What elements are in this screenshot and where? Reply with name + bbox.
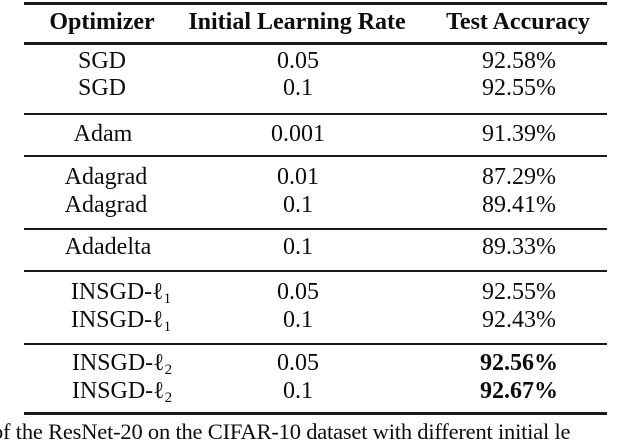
optimizer-cell: Adagrad bbox=[65, 165, 148, 189]
optimizer-cell: INSGD-ℓ2 bbox=[71, 378, 173, 406]
optimizer-name: Adagrad bbox=[64, 164, 148, 190]
test-accuracy-cell: 92.67% bbox=[480, 378, 558, 404]
optimizer-cell: INSGD-ℓ1 bbox=[70, 279, 172, 307]
learning-rate-cell: 0.05 bbox=[277, 350, 319, 376]
optimizer-subscript: 1 bbox=[163, 319, 172, 335]
table-rule bbox=[24, 343, 607, 345]
optimizer-subscript: 1 bbox=[163, 291, 172, 307]
optimizer-subscript: 2 bbox=[164, 390, 173, 406]
optimizer-name: INSGD-ℓ bbox=[70, 279, 164, 305]
learning-rate-cell: 0.1 bbox=[283, 75, 313, 101]
test-accuracy-cell: 89.41% bbox=[482, 192, 556, 218]
table-rule bbox=[24, 155, 607, 157]
column-header-initial-learning-rate: Initial Learning Rate bbox=[188, 9, 406, 35]
test-accuracy-cell: 89.33% bbox=[482, 234, 556, 260]
optimizer-name: INSGD-ℓ bbox=[71, 378, 165, 404]
learning-rate-cell: 0.05 bbox=[277, 48, 319, 74]
learning-rate-cell: 0.1 bbox=[283, 234, 313, 260]
learning-rate-cell: 0.1 bbox=[283, 307, 313, 333]
learning-rate-cell: 0.1 bbox=[283, 192, 313, 218]
table-rule bbox=[24, 42, 607, 45]
table-rule bbox=[24, 228, 607, 230]
learning-rate-cell: 0.05 bbox=[277, 279, 319, 305]
test-accuracy-cell: 92.58% bbox=[482, 48, 556, 74]
table-rule bbox=[24, 2, 607, 5]
optimizer-cell: SGD bbox=[78, 76, 126, 100]
learning-rate-cell: 0.001 bbox=[271, 121, 325, 147]
table-caption: of the ResNet-20 on the CIFAR-10 dataset… bbox=[0, 419, 571, 444]
optimizer-subscript: 2 bbox=[164, 362, 173, 378]
test-accuracy-cell: 92.43% bbox=[482, 307, 556, 333]
table-rule bbox=[24, 412, 607, 415]
test-accuracy-cell: 87.29% bbox=[482, 164, 556, 190]
test-accuracy-cell: 91.39% bbox=[482, 121, 556, 147]
test-accuracy-cell: 92.56% bbox=[480, 350, 558, 376]
column-header-optimizer: Optimizer bbox=[49, 9, 155, 35]
optimizer-cell: Adadelta bbox=[65, 235, 152, 259]
test-accuracy-cell: 92.55% bbox=[482, 75, 556, 101]
optimizer-cell: Adam bbox=[74, 122, 133, 146]
optimizer-name: INSGD-ℓ bbox=[70, 307, 164, 333]
optimizer-name: Adam bbox=[73, 121, 133, 147]
optimizer-cell: INSGD-ℓ1 bbox=[70, 307, 172, 335]
optimizer-name: SGD bbox=[77, 48, 127, 74]
optimizer-cell: SGD bbox=[78, 49, 126, 73]
optimizer-name: Adagrad bbox=[64, 192, 148, 218]
column-header-test-accuracy: Test Accuracy bbox=[446, 9, 590, 35]
table-rule bbox=[24, 270, 607, 272]
test-accuracy-cell: 92.55% bbox=[482, 279, 556, 305]
learning-rate-cell: 0.1 bbox=[283, 378, 313, 404]
optimizer-cell: Adagrad bbox=[65, 193, 148, 217]
optimizer-name: INSGD-ℓ bbox=[71, 350, 165, 376]
optimizer-name: SGD bbox=[77, 75, 127, 101]
optimizer-cell: INSGD-ℓ2 bbox=[71, 350, 173, 378]
optimizer-name: Adadelta bbox=[64, 234, 152, 260]
table-rule bbox=[24, 113, 607, 115]
learning-rate-cell: 0.01 bbox=[277, 164, 319, 190]
